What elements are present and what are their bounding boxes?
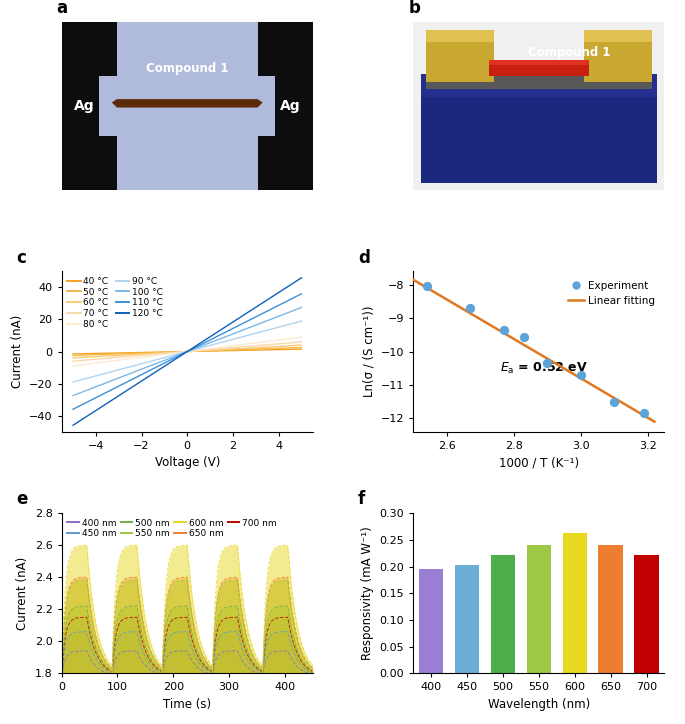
Point [575,369,586,381]
X-axis label: Wavelength (nm): Wavelength (nm) [488,698,590,711]
Bar [419,569,443,673]
Bar [634,555,659,673]
Bar [455,565,480,673]
Polygon shape [584,30,652,83]
Polygon shape [426,30,494,83]
Text: Compound 1: Compound 1 [146,62,229,75]
Text: Ag: Ag [280,99,301,113]
Bar [421,83,657,183]
Y-axis label: Current (nA): Current (nA) [10,315,23,388]
Point [609,396,620,408]
X-axis label: 1000 / T (K⁻¹): 1000 / T (K⁻¹) [499,456,579,469]
Point [639,408,650,419]
Bar [562,534,587,673]
Text: $\mathit{E}_\mathrm{a}$ = 0.52 eV: $\mathit{E}_\mathrm{a}$ = 0.52 eV [500,361,588,376]
Bar [220,75,275,136]
Bar [584,30,652,42]
Point [519,331,530,342]
Y-axis label: Ln(σ / (S cm⁻¹)): Ln(σ / (S cm⁻¹)) [362,306,375,397]
Point [464,303,475,314]
Text: Ag: Ag [74,99,95,113]
Point [542,358,553,369]
X-axis label: Time (s): Time (s) [163,698,211,711]
Bar [426,30,494,42]
Bar [421,74,657,98]
Bar [488,60,589,75]
Legend: Experiment, Linear fitting: Experiment, Linear fitting [564,277,659,310]
Text: a: a [57,0,68,17]
Text: f: f [358,490,365,508]
Bar [426,75,652,89]
Point [498,324,509,336]
X-axis label: Voltage (V): Voltage (V) [155,456,220,469]
Bar [490,555,515,673]
Legend: 400 nm, 450 nm, 500 nm, 550 nm, 600 nm, 650 nm, 700 nm: 400 nm, 450 nm, 500 nm, 550 nm, 600 nm, … [66,518,277,539]
Y-axis label: Current (nA): Current (nA) [16,557,29,630]
Polygon shape [112,99,262,108]
Bar [258,22,313,190]
Text: Compound 1: Compound 1 [527,46,610,59]
Text: b: b [408,0,420,17]
Legend: 40 °C, 50 °C, 60 °C, 70 °C, 80 °C, 90 °C, 100 °C, 110 °C, 120 °C: 40 °C, 50 °C, 60 °C, 70 °C, 80 °C, 90 °C… [66,276,164,330]
Text: c: c [16,248,26,266]
Bar [62,22,117,190]
Bar [488,60,589,65]
Bar [527,545,551,673]
Point [421,281,432,292]
Text: e: e [16,490,28,508]
Bar [599,545,623,673]
Bar [99,75,155,136]
Text: d: d [358,248,370,266]
Y-axis label: Responsivity (mA W⁻¹): Responsivity (mA W⁻¹) [361,526,374,660]
